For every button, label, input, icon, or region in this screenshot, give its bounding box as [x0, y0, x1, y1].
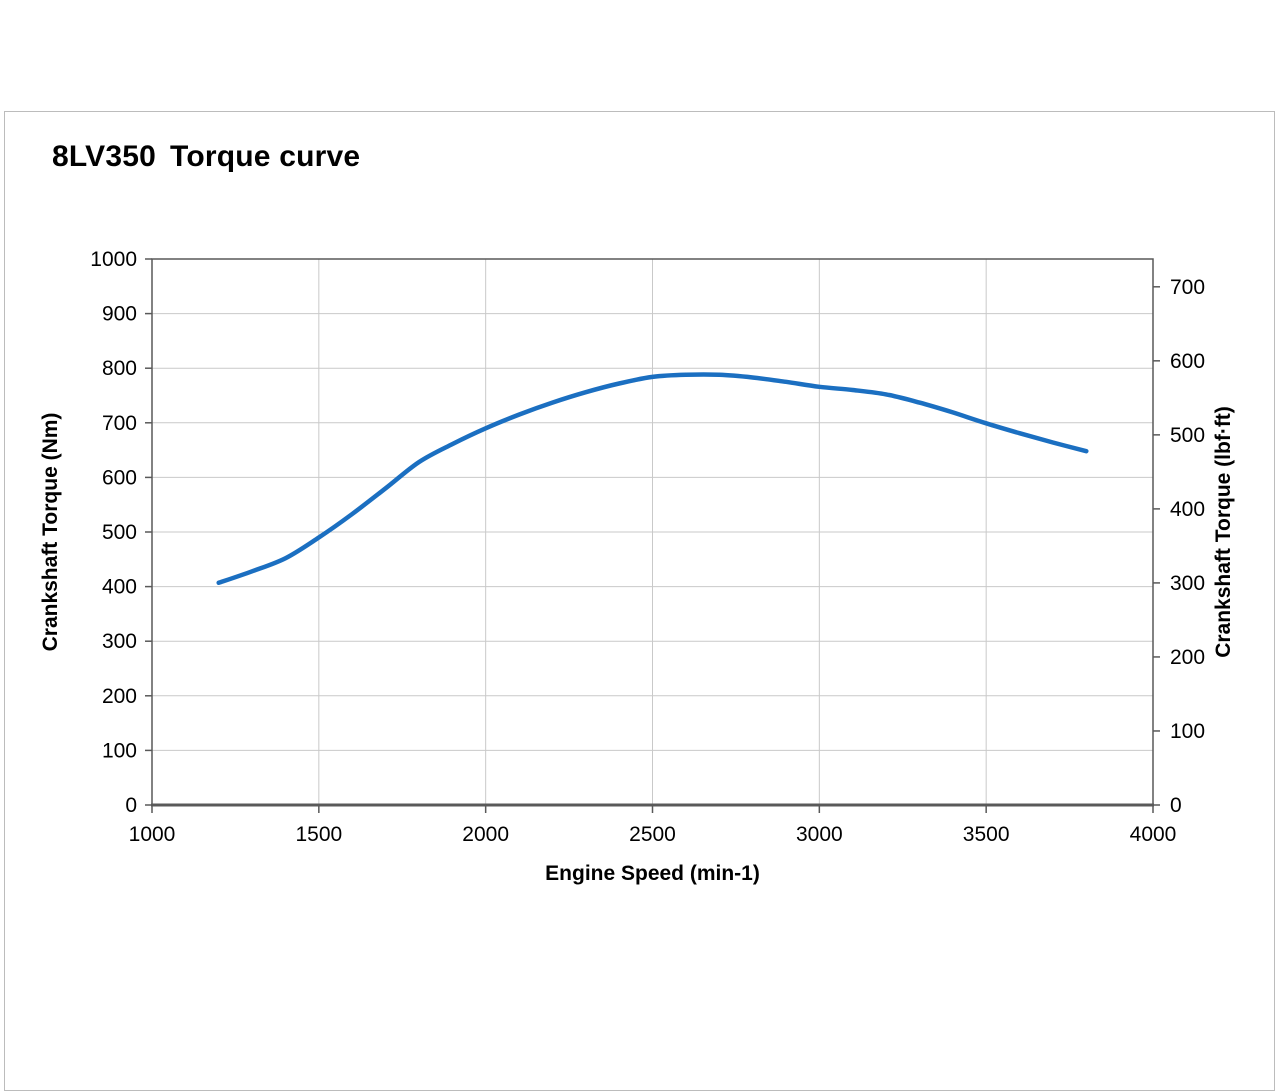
x-tick-label: 3000: [796, 823, 843, 846]
x-tick-label: 1500: [295, 823, 342, 846]
y-tick-label-left: 200: [102, 685, 137, 708]
x-tick-label: 3500: [963, 823, 1010, 846]
x-axis-title: Engine Speed (min-1): [545, 862, 760, 885]
label-layer: 0 100 200 300 400 500 600 700 800 900 1000 0 100 200 3…: [90, 248, 1205, 846]
y-tick-label-right: 400: [1170, 498, 1205, 521]
y-tick-label-left: 1000: [90, 248, 137, 271]
y-axis-title-right: Crankshaft Torque (lbf·ft): [1212, 406, 1235, 658]
y-tick-label-left: 800: [102, 357, 137, 380]
y-tick-label-left: 900: [102, 303, 137, 326]
x-tick-label: 4000: [1130, 823, 1177, 846]
y-tick-label-right: 700: [1170, 276, 1205, 299]
x-tick-label: 2500: [629, 823, 676, 846]
x-tick-label: 2000: [462, 823, 509, 846]
y-tick-label-left: 300: [102, 630, 137, 653]
grid-layer: [152, 259, 1153, 805]
chart-title: 8LV350 Torque curve: [52, 140, 360, 174]
y-tick-label-left: 100: [102, 739, 137, 762]
y-tick-label-left: 500: [102, 521, 137, 544]
x-tick-label: 1000: [129, 823, 176, 846]
y-tick-label-left: 400: [102, 576, 137, 599]
torque-curve-line: [216, 372, 1089, 586]
y-tick-label-left: 0: [125, 794, 137, 817]
y-tick-label-right: 100: [1170, 720, 1205, 743]
chart-title-text: Torque curve: [170, 140, 361, 173]
y-tick-label-right: 200: [1170, 646, 1205, 669]
y-axis-title-left: Crankshaft Torque (Nm): [39, 413, 62, 652]
axis-layer: [145, 258, 1160, 813]
chart-title-model: 8LV350: [52, 140, 157, 173]
y-tick-label-right: 500: [1170, 424, 1205, 447]
y-tick-label-left: 600: [102, 466, 137, 489]
y-tick-label-left: 700: [102, 412, 137, 435]
chart-panel: [4, 111, 1275, 1091]
series-layer: [216, 372, 1089, 586]
y-tick-label-right: 300: [1170, 572, 1205, 595]
torque-curve-chart: 0 100 200 300 400 500 600 700 800 900 1000 0 100 200 3…: [39, 248, 1235, 885]
y-tick-label-right: 600: [1170, 350, 1205, 373]
y-tick-label-right: 0: [1170, 794, 1182, 817]
